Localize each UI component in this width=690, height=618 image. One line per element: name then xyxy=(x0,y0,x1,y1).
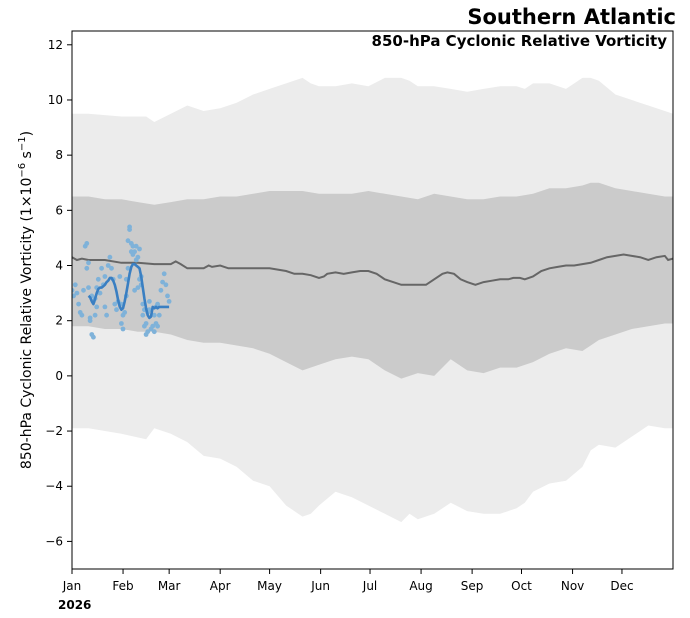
observed-point xyxy=(127,227,132,233)
observed-point xyxy=(107,254,113,260)
observed-point xyxy=(109,265,114,271)
y-tick-label: 0 xyxy=(55,369,63,383)
observed-point xyxy=(81,287,86,293)
x-tick-label: Sep xyxy=(461,579,484,593)
plot-frame xyxy=(71,30,674,570)
x-tick-label: May xyxy=(257,579,282,593)
observed-point xyxy=(135,254,141,260)
x-tick-label: Apr xyxy=(210,579,231,593)
observed-point xyxy=(84,265,90,271)
observed-point xyxy=(74,290,80,296)
observed-point xyxy=(150,323,156,329)
chart-subtitle: 850-hPa Cyclonic Relative Vorticity xyxy=(372,32,668,50)
observed-point xyxy=(114,307,119,313)
observed-point xyxy=(160,279,166,285)
climatology-bands xyxy=(72,77,673,523)
y-tick-label: 8 xyxy=(55,148,63,162)
observed-point xyxy=(132,249,138,255)
y-tick-label: 12 xyxy=(48,38,63,52)
observed-point xyxy=(112,301,118,307)
observed-point xyxy=(158,287,164,293)
x-tick-label: Nov xyxy=(561,579,584,593)
observed-point xyxy=(165,293,170,299)
observed-point xyxy=(147,307,152,313)
observed-point xyxy=(143,321,149,326)
x-tick-label: Aug xyxy=(409,579,432,593)
x-tick-label: Jan xyxy=(62,579,82,593)
y-tick-label: 4 xyxy=(55,259,63,273)
observed-point xyxy=(104,312,109,318)
observed-point xyxy=(86,260,91,266)
y-axis-label: 850-hPa Cyclonic Relative Vorticity (1×1… xyxy=(17,131,35,469)
observed-point xyxy=(130,243,136,249)
observed-point xyxy=(122,310,128,315)
observed-point xyxy=(119,321,124,326)
observed-point xyxy=(94,304,100,310)
observed-point xyxy=(72,282,78,288)
year-label: 2026 xyxy=(58,598,91,612)
x-tick-label: Oct xyxy=(511,579,532,593)
observed-point xyxy=(145,329,151,335)
observed-point xyxy=(140,312,146,318)
x-tick-label: Mar xyxy=(158,579,181,593)
observed-point xyxy=(72,293,76,299)
observed-point xyxy=(79,312,85,318)
observed-point xyxy=(156,312,162,318)
x-tick-label: Feb xyxy=(112,579,133,593)
observed-point xyxy=(137,246,142,252)
observed-point xyxy=(155,323,161,329)
observed-point xyxy=(151,312,157,318)
observed-smoothed-line xyxy=(87,262,170,320)
observed-point xyxy=(76,301,81,307)
observed-point xyxy=(99,265,104,271)
y-tick-label: 6 xyxy=(55,203,63,217)
observed-point xyxy=(135,285,141,290)
observed-point xyxy=(166,299,172,304)
observed-point xyxy=(147,299,152,304)
y-axis: −6 −4 −2 0 2 4 6 8 10 12 xyxy=(45,38,72,548)
climatology-line xyxy=(72,253,673,286)
chart-title: Southern Atlantic xyxy=(467,5,676,29)
observed-point xyxy=(72,287,75,293)
observed-point xyxy=(92,312,98,318)
y-tick-label: 10 xyxy=(48,93,63,107)
y-tick-label: 2 xyxy=(55,314,63,328)
observed-point xyxy=(133,243,139,249)
x-tick-label: Dec xyxy=(610,579,633,593)
observed-point xyxy=(163,282,169,288)
observed-point xyxy=(86,285,91,290)
data-series xyxy=(72,224,673,340)
observed-point xyxy=(91,334,96,340)
observed-point xyxy=(102,304,108,310)
inner-range-band xyxy=(72,182,673,379)
y-tick-label: −2 xyxy=(45,424,63,438)
observed-point xyxy=(105,263,111,268)
observed-point xyxy=(84,241,90,246)
observed-point xyxy=(125,238,131,244)
observed-point xyxy=(87,318,93,324)
y-tick-label: −4 xyxy=(45,479,63,493)
x-tick-label: Jun xyxy=(310,579,330,593)
observed-point xyxy=(102,274,108,279)
observed-point xyxy=(120,326,126,332)
observed-point xyxy=(125,265,131,271)
observed-point xyxy=(155,301,161,307)
x-tick-label: Jul xyxy=(362,579,377,593)
observed-point xyxy=(95,276,101,282)
observed-point xyxy=(97,290,103,296)
observed-point xyxy=(151,329,157,335)
x-axis: Jan Feb Mar Apr May Jun Jul Aug Sep Oct Nov Dec xyxy=(62,569,634,593)
observed-point xyxy=(132,287,138,293)
observed-point xyxy=(161,271,167,277)
observed-point xyxy=(117,274,123,279)
y-tick-label: −6 xyxy=(45,534,63,548)
